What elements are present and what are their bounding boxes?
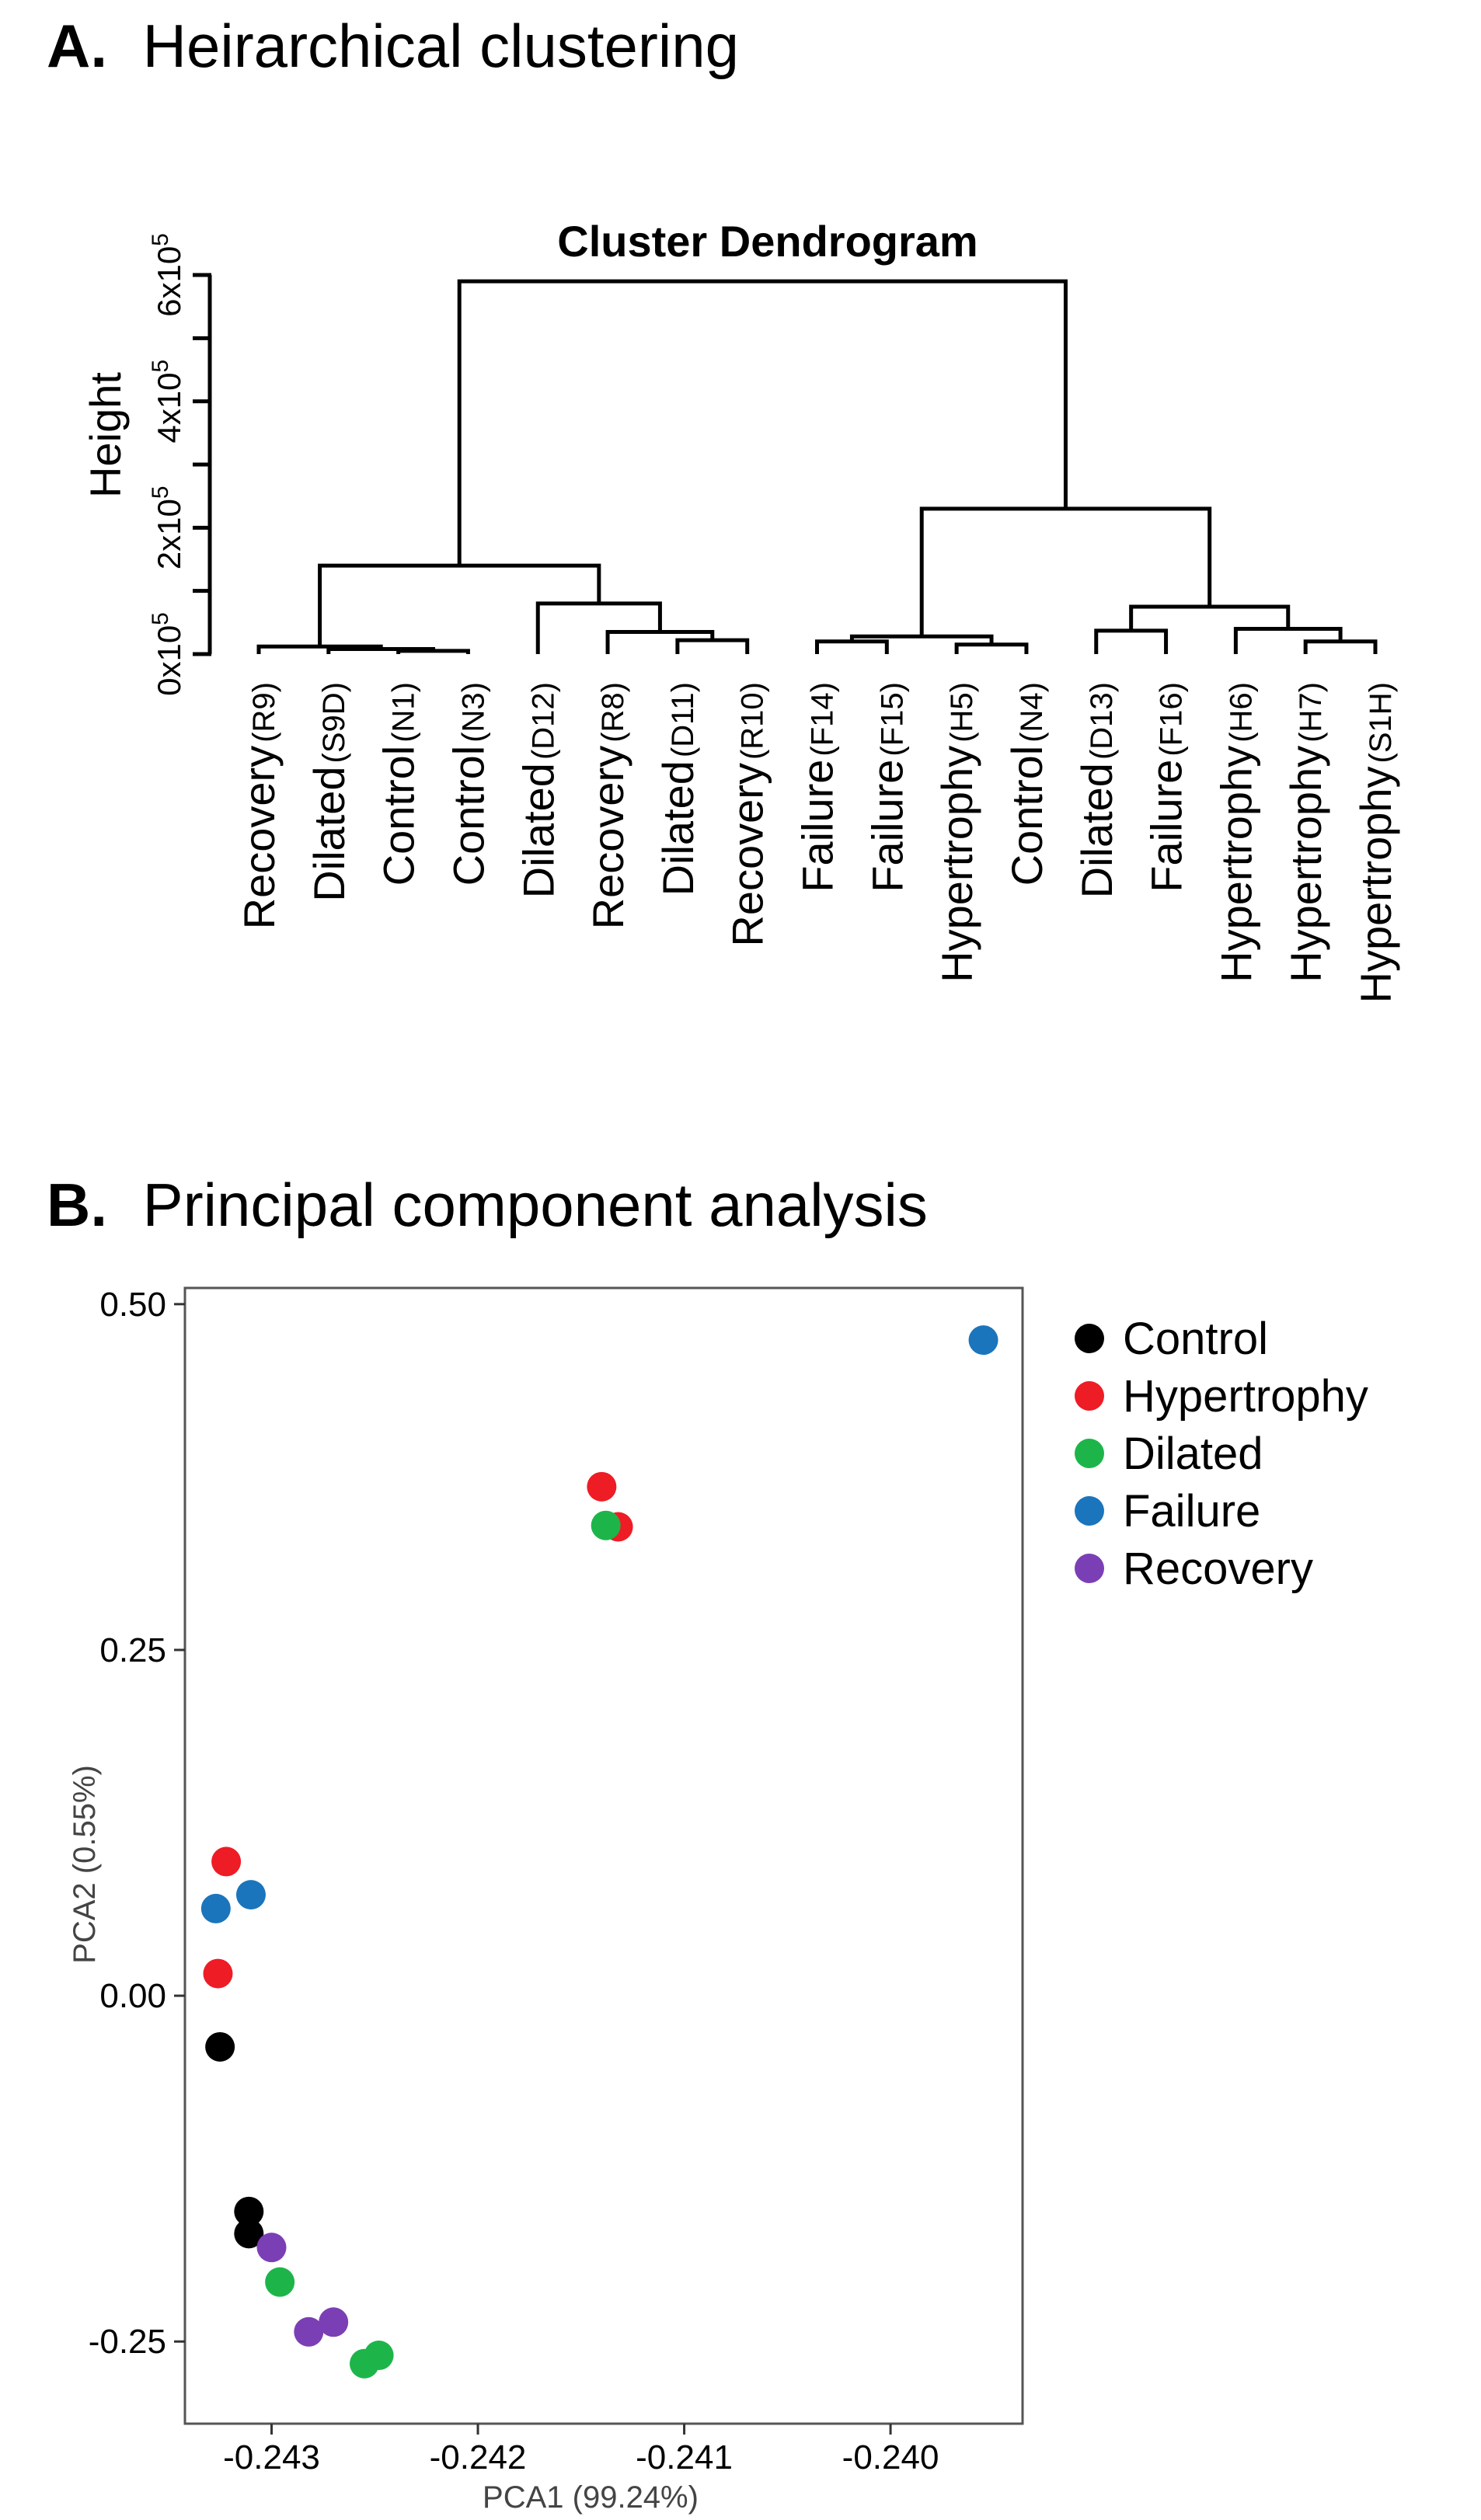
panel-b-title: Principal component analysis — [143, 1171, 928, 1239]
panel-a-heading: A. Heirarchical clustering — [47, 12, 739, 80]
dendrogram-leaf-label: Failure(F16) — [1142, 682, 1191, 893]
dendrogram-branch — [396, 649, 470, 654]
panel-a-letter: A. — [47, 12, 107, 80]
legend-label-hypertrophy: Hypertrophy — [1123, 1371, 1368, 1422]
pca-x-tick-label: -0.242 — [430, 2438, 527, 2476]
dendrogram-leaf-label: Dilated(D13) — [1072, 682, 1121, 898]
pca-point-hypertrophy — [203, 1958, 233, 1989]
dendrogram-leaf-label: Dilated(S9D) — [305, 682, 354, 902]
dendrogram-tick-label: 2x105 — [148, 486, 187, 569]
dendrogram-branch — [675, 638, 750, 654]
pca-y-tick-label: 0.00 — [99, 1977, 166, 2015]
pca-y-axis-label: PCA2 (0.55%) — [68, 1765, 102, 1964]
pca-x-tick-label: -0.241 — [636, 2438, 733, 2476]
pca-point-control — [234, 2219, 264, 2249]
dendrogram-title: Cluster Dendrogram — [557, 217, 977, 266]
dendrogram-leaf-label: Failure(F15) — [862, 682, 911, 893]
dendrogram-leaf-label: Recovery(R9) — [235, 682, 284, 929]
pca-x-tick-label: -0.240 — [842, 2438, 939, 2476]
pca-point-failure — [968, 1325, 998, 1356]
panel-b-heading: B. Principal component analysis — [47, 1171, 928, 1239]
pca-point-failure — [200, 1893, 231, 1923]
dendrogram-branch — [535, 601, 662, 654]
dendrogram-branch — [1094, 628, 1169, 654]
legend-marker-recovery — [1075, 1554, 1104, 1583]
legend-label-control: Control — [1123, 1314, 1268, 1364]
dendrogram-branch — [1233, 626, 1343, 654]
dendrogram-leaf-labels: Recovery(R9) Dilated(S9D) Control(N1) Contr… — [235, 682, 1400, 1003]
pca-point-hypertrophy — [211, 1846, 242, 1877]
dendrogram-leaf-label: Control(N4) — [1002, 682, 1051, 886]
dendrogram-leaf-label: Hypertrophy(S1H) — [1351, 682, 1400, 1003]
pca-x-axis-label: PCA1 (99.24%) — [483, 2480, 699, 2515]
legend-marker-control — [1075, 1324, 1104, 1353]
dendrogram-leaf-label: Control(N3) — [444, 682, 493, 886]
legend-marker-dilated — [1075, 1439, 1104, 1468]
dendrogram-leaf-label: Dilated(D12) — [514, 682, 563, 898]
dendrogram-leaf-label: Dilated(D11) — [653, 682, 702, 896]
pca-point-control — [205, 2031, 235, 2062]
dendrogram-tree — [256, 279, 1378, 654]
dendrogram-leaf-label: Recovery(R10) — [723, 682, 772, 947]
pca-point-recovery — [319, 2307, 349, 2337]
dendrogram-tick-label: 6x105 — [148, 233, 187, 317]
dendrogram-branch — [919, 506, 1212, 637]
panel-b-letter: B. — [47, 1171, 107, 1239]
pca-point-control — [234, 2196, 264, 2226]
pca-point-failure — [235, 1880, 266, 1910]
dendrogram-branch — [1303, 639, 1378, 654]
pca-x-tick-label: -0.243 — [223, 2438, 320, 2476]
legend-label-recovery: Recovery — [1123, 1544, 1313, 1594]
dendrogram-tick-label: 4x105 — [148, 360, 187, 444]
pca-point-dilated — [265, 2267, 295, 2297]
pca-point-dilated — [591, 1510, 621, 1540]
dendrogram-branch — [954, 642, 1029, 654]
pca-y-tick-label: -0.25 — [89, 2323, 166, 2361]
pca-points — [200, 1325, 998, 2379]
pca-y-tick-label: 0.25 — [99, 1631, 166, 1669]
dendrogram-y-axis: 0x105 2x105 4x105 6x105 — [148, 233, 212, 696]
legend-marker-failure — [1075, 1496, 1104, 1526]
legend-label-failure: Failure — [1123, 1486, 1260, 1537]
dendrogram-branch — [457, 279, 1068, 566]
pca-point-hypertrophy — [587, 1471, 617, 1502]
pca-point-recovery — [256, 2233, 287, 2263]
dendrogram-leaf-label: Failure(F14) — [793, 682, 842, 893]
dendrogram-leaf-label: Hypertrophy(H5) — [932, 682, 981, 983]
dendrogram-leaf-label: Hypertrophy(H7) — [1281, 682, 1330, 983]
legend-marker-hypertrophy — [1075, 1381, 1104, 1411]
dendrogram-branch — [849, 634, 994, 645]
dendrogram-leaf-label: Control(N1) — [375, 682, 423, 886]
dendrogram-branch — [605, 630, 715, 654]
panel-a-title: Heirarchical clustering — [143, 12, 739, 80]
legend-label-dilated: Dilated — [1123, 1429, 1263, 1479]
dendrogram-branch — [815, 639, 889, 654]
pca-point-dilated — [364, 2341, 394, 2371]
dendrogram-branch — [318, 563, 601, 647]
pca-point-recovery — [294, 2316, 324, 2347]
dendrogram-y-axis-label: Height — [81, 372, 130, 498]
pca-plot-frame — [183, 1286, 1024, 2425]
dendrogram-leaf-label: Recovery(R8) — [584, 682, 632, 929]
pca-y-tick-label: 0.50 — [99, 1286, 166, 1324]
pca-legend: Control Hypertrophy Dilated Failure Recovery — [1075, 1314, 1368, 1594]
dendrogram-tick-label: 0x105 — [148, 612, 187, 696]
pca-axes: -0.243 -0.242 -0.241 -0.240 -0.25 0.00 0.25 0.5… — [89, 1286, 939, 2476]
dendrogram-leaf-label: Hypertrophy(H6) — [1211, 682, 1260, 983]
